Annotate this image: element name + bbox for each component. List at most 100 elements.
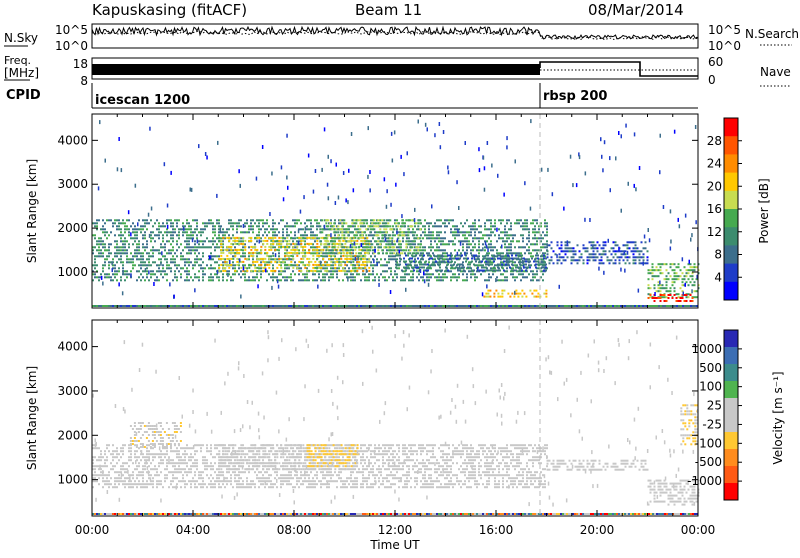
echo-pixel bbox=[639, 256, 641, 258]
echo-pixel bbox=[102, 252, 104, 254]
echo-pixel bbox=[366, 222, 368, 224]
echo-pixel bbox=[533, 290, 535, 292]
scatter-echo bbox=[424, 279, 426, 283]
echo-pixel bbox=[647, 262, 649, 264]
scatter-echo bbox=[552, 192, 554, 196]
echo-pixel bbox=[532, 219, 534, 221]
scatter-echo bbox=[428, 283, 430, 287]
scatter-echo bbox=[190, 188, 192, 192]
echo-pixel bbox=[118, 480, 120, 482]
ground-strip-pixel bbox=[106, 305, 108, 307]
echo-pixel bbox=[234, 264, 236, 266]
scatter-echo bbox=[121, 168, 123, 172]
echo-pixel bbox=[108, 261, 110, 263]
echo-pixel bbox=[525, 267, 527, 269]
echo-pixel bbox=[202, 273, 204, 275]
echo-pixel bbox=[637, 247, 639, 249]
echo-pixel bbox=[228, 234, 230, 236]
echo-pixel bbox=[208, 240, 210, 242]
echo-pixel bbox=[633, 259, 635, 261]
echo-pixel bbox=[474, 219, 476, 221]
echo-pixel bbox=[660, 297, 662, 299]
echo-pixel bbox=[409, 252, 411, 254]
echo-pixel bbox=[334, 267, 336, 269]
echo-pixel bbox=[656, 275, 658, 277]
echo-pixel bbox=[368, 276, 370, 278]
scatter-echo bbox=[559, 285, 561, 289]
colorbar-tick-label: 28 bbox=[707, 134, 722, 148]
freq-left-tick-bottom: 8 bbox=[80, 74, 88, 88]
echo-pixel bbox=[446, 258, 448, 260]
echo-pixel bbox=[666, 263, 668, 265]
echo-pixel bbox=[242, 231, 244, 233]
echo-pixel bbox=[370, 273, 372, 275]
echo-pixel bbox=[410, 270, 412, 272]
echo-pixel bbox=[310, 270, 312, 272]
echo-pixel bbox=[444, 252, 446, 254]
echo-pixel bbox=[252, 258, 254, 260]
echo-pixel bbox=[478, 219, 480, 221]
echo-pixel bbox=[549, 262, 551, 264]
echo-pixel bbox=[170, 471, 172, 473]
echo-pixel bbox=[186, 228, 188, 230]
echo-pixel bbox=[120, 465, 122, 467]
echo-pixel bbox=[94, 465, 96, 467]
echo-pixel bbox=[242, 252, 244, 254]
echo-pixel bbox=[515, 290, 517, 292]
echo-pixel bbox=[532, 279, 534, 281]
echo-pixel bbox=[514, 261, 516, 263]
echo-pixel bbox=[450, 240, 452, 242]
echo-pixel bbox=[146, 486, 148, 488]
scatter-echo bbox=[192, 238, 194, 242]
echo-pixel bbox=[114, 252, 116, 254]
echo-pixel bbox=[318, 222, 320, 224]
echo-pixel bbox=[150, 276, 152, 278]
echo-pixel bbox=[208, 219, 210, 221]
echo-pixel bbox=[162, 234, 164, 236]
echo-pixel bbox=[96, 447, 98, 449]
echo-pixel bbox=[312, 252, 314, 254]
echo-pixel bbox=[258, 231, 260, 233]
echo-pixel bbox=[472, 273, 474, 275]
echo-pixel bbox=[108, 486, 110, 488]
echo-pixel bbox=[387, 240, 389, 242]
echo-pixel bbox=[333, 225, 335, 227]
scatter-echo bbox=[384, 177, 386, 181]
echo-pixel bbox=[146, 447, 148, 449]
echo-pixel bbox=[180, 456, 182, 458]
echo-pixel bbox=[232, 228, 234, 230]
echo-pixel bbox=[200, 258, 202, 260]
echo-pixel bbox=[284, 252, 286, 254]
echo-pixel bbox=[342, 279, 344, 281]
echo-pixel bbox=[538, 237, 540, 239]
echo-pixel bbox=[344, 243, 346, 245]
echo-pixel bbox=[478, 249, 480, 251]
echo-pixel bbox=[180, 273, 182, 275]
echo-pixel bbox=[442, 240, 444, 242]
scatter-echo bbox=[608, 239, 610, 243]
echo-pixel bbox=[242, 264, 244, 266]
echo-pixel bbox=[94, 480, 96, 482]
echo-pixel bbox=[429, 255, 431, 257]
echo-pixel bbox=[530, 264, 532, 266]
echo-pixel bbox=[138, 471, 140, 473]
echo-pixel bbox=[430, 231, 432, 233]
ground-strip-pixel bbox=[260, 305, 262, 307]
echo-pixel bbox=[439, 258, 441, 260]
echo-pixel bbox=[260, 249, 262, 251]
echo-pixel bbox=[250, 237, 252, 239]
echo-pixel bbox=[489, 296, 491, 298]
echo-pixel bbox=[392, 234, 394, 236]
echo-pixel bbox=[454, 237, 456, 239]
echo-pixel bbox=[690, 275, 692, 277]
echo-pixel bbox=[526, 228, 528, 230]
echo-pixel bbox=[284, 258, 286, 260]
echo-pixel bbox=[134, 231, 136, 233]
echo-pixel bbox=[282, 246, 284, 248]
echo-pixel bbox=[497, 255, 499, 257]
echo-pixel bbox=[452, 243, 454, 245]
echo-pixel bbox=[349, 231, 351, 233]
echo-pixel bbox=[532, 276, 534, 278]
echo-pixel bbox=[256, 219, 258, 221]
echo-pixel bbox=[268, 249, 270, 251]
